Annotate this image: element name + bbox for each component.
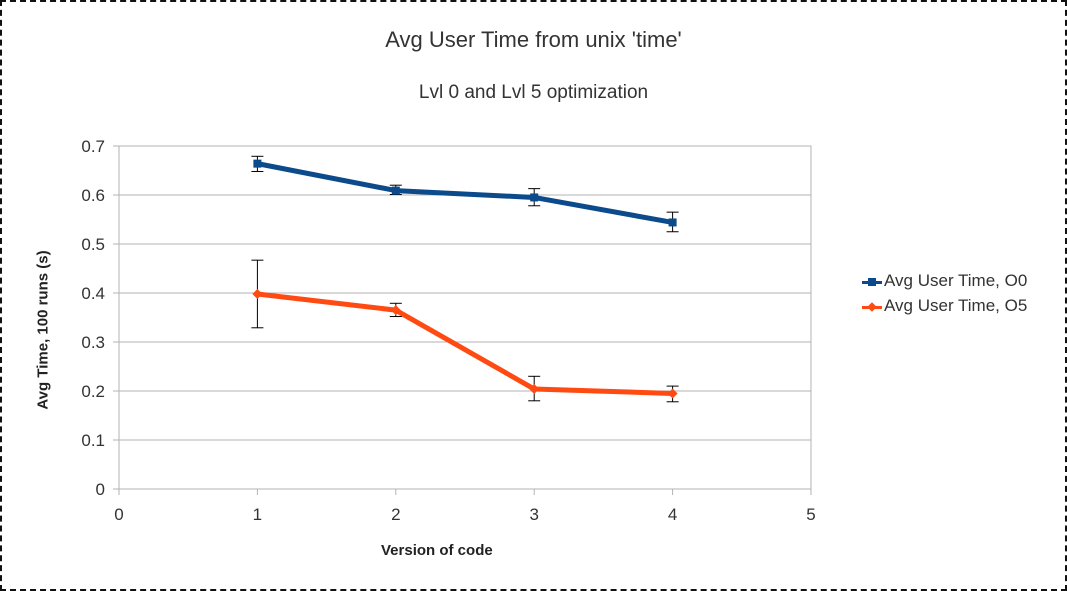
data-point	[668, 218, 677, 227]
series-line-1	[254, 291, 676, 396]
x-tick-label: 5	[806, 505, 815, 524]
legend-swatch-o5	[862, 301, 882, 312]
data-point	[390, 305, 401, 316]
x-axis-label: Version of code	[381, 542, 493, 559]
y-tick-label: 0.6	[81, 186, 105, 205]
y-tick-label: 0.7	[81, 137, 105, 156]
y-tick-label: 0.4	[81, 284, 105, 303]
y-tick-label: 0.3	[81, 333, 105, 352]
x-tick-label: 2	[391, 505, 400, 524]
y-tick-label: 0.2	[81, 382, 105, 401]
plot-border	[118, 145, 812, 490]
x-tick-label: 0	[114, 505, 123, 524]
legend-label-o5: Avg User Time, O5	[884, 296, 1028, 315]
legend-label-o0: Avg User Time, O0	[884, 271, 1028, 290]
x-tick-label: 4	[668, 505, 677, 524]
x-tick-label: 1	[253, 505, 262, 524]
x-tick-label: 3	[529, 505, 538, 524]
square-marker-icon	[868, 277, 876, 286]
diamond-marker-icon	[867, 301, 877, 312]
y-tick-label: 0	[96, 480, 105, 499]
y-tick-label: 0.1	[81, 431, 105, 450]
data-point	[391, 186, 400, 195]
chart-subtitle: Lvl 0 and Lvl 5 optimization	[418, 82, 649, 103]
data-point	[252, 288, 263, 299]
legend-item-o0: Avg User Time, O0	[862, 271, 1027, 291]
data-point	[529, 384, 540, 395]
data-point	[667, 388, 678, 399]
chart-title: Avg User Time from unix 'time'	[385, 27, 682, 52]
series-line-0	[254, 161, 676, 225]
y-tick-label: 0.5	[81, 235, 105, 254]
data-point	[253, 159, 262, 168]
legend-swatch-o0	[862, 277, 882, 287]
data-point	[530, 193, 539, 202]
legend-item-o5: Avg User Time, O5	[862, 296, 1027, 316]
